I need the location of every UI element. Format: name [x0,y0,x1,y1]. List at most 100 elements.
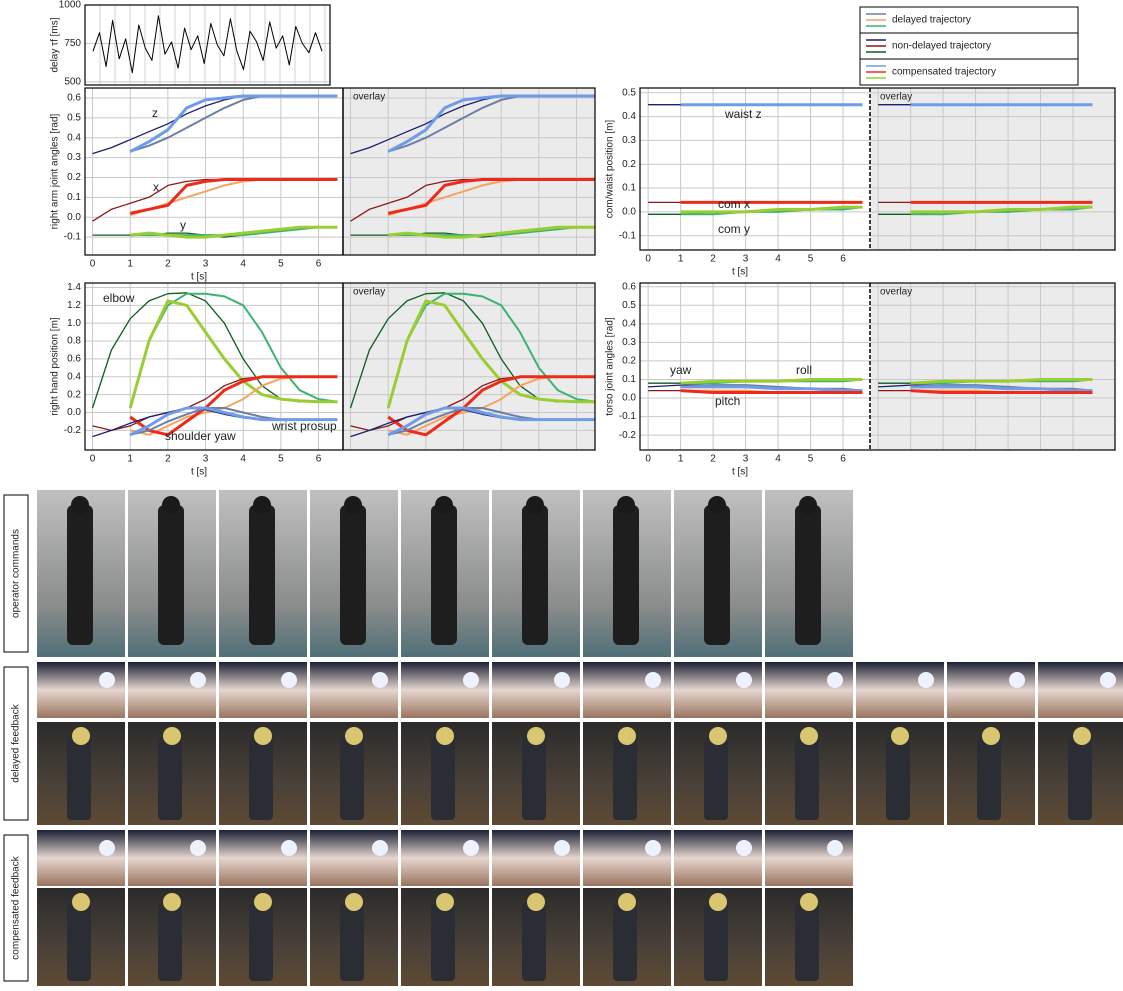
data-line [128,299,338,409]
data-line [387,178,596,215]
y-tick-label: 0.0 [67,212,81,223]
y-tick-label: 1.0 [67,318,81,329]
photo [401,830,489,886]
robot [340,903,364,981]
data-line [130,225,338,239]
y-tick-label: 0.4 [622,318,636,329]
data-line [910,389,1093,394]
photo [856,662,944,718]
person [431,505,457,645]
robot [522,737,546,820]
robot-head [709,727,727,745]
y-tick-label: 0.1 [67,192,81,203]
robot [1068,737,1092,820]
y-tick-label: 750 [64,38,81,49]
x-tick-label: 2 [165,259,171,270]
light [190,672,206,688]
legend-label: non-delayed trajectory [892,41,991,52]
x-tick-label: 1 [678,254,684,265]
y-tick-label: -0.1 [619,411,637,422]
annotation: x [153,180,159,194]
photo [219,830,307,886]
row-label-box [3,494,29,653]
x-tick-label: 2 [710,254,716,265]
x-axis-label: t [s] [191,467,207,478]
overlay-label: overlay [880,92,912,103]
photo [310,830,398,886]
data-line [387,292,596,409]
robot [795,737,819,820]
x-tick-label: 3 [203,259,209,270]
annotation: pitch [715,394,740,408]
photo [947,662,1035,718]
y-tick-label: 0.4 [622,111,636,122]
y-tick-label: 0.3 [622,337,636,348]
light [827,840,843,856]
robot [431,903,455,981]
y-axis-label: com/waist position [m] [605,120,616,219]
x-tick-label: 3 [743,254,749,265]
person [340,505,366,645]
robot-head [345,893,363,911]
head [526,496,544,514]
head [435,496,453,514]
person [522,505,548,645]
annotation: wrist prosup [271,419,337,433]
x-tick-label: 6 [840,254,846,265]
person [67,505,93,645]
overlay-label: overlay [353,287,385,298]
y-tick-label: 1.4 [67,282,81,293]
x-axis-label: t [s] [191,272,207,283]
legend-box [859,58,1079,86]
data-line [387,94,596,153]
robot [249,903,273,981]
x-tick-label: 0 [90,259,96,270]
robot [340,737,364,820]
y-tick-label: 0.3 [622,135,636,146]
data-line [129,94,338,153]
data-line [129,178,338,215]
photo [492,830,580,886]
person [704,505,730,645]
data-line [680,389,863,394]
y-tick-label: 0.8 [67,336,81,347]
light [645,840,661,856]
y-tick-label: 0.0 [622,207,636,218]
robot-head [618,893,636,911]
robot-head [72,893,90,911]
photo [674,662,762,718]
data-line [910,385,1093,393]
robot-head [709,893,727,911]
y-tick-label: 0.2 [67,389,81,400]
x-tick-label: 6 [840,454,846,465]
x-tick-label: 3 [743,454,749,465]
annotation: roll [796,363,812,377]
robot-head [527,727,545,745]
x-axis-label: t [s] [732,467,748,478]
head [162,496,180,514]
legend-box [859,6,1079,34]
robot-head [527,893,545,911]
data-line [680,384,863,392]
head [344,496,362,514]
y-tick-label: 0.4 [67,371,81,382]
data-line [387,406,596,437]
y-tick-label: 0.1 [622,183,636,194]
robot-head [436,893,454,911]
x-tick-label: 5 [808,454,814,465]
plot-frame [84,4,331,86]
plot-frame [639,282,1116,451]
photo [492,662,580,718]
light [736,672,752,688]
light [554,840,570,856]
light [281,672,297,688]
robot-head [254,727,272,745]
robot [67,903,91,981]
photo [128,830,216,886]
x-tick-label: 0 [90,454,96,465]
y-tick-label: -0.2 [64,425,82,436]
x-tick-label: 4 [775,254,781,265]
head [799,496,817,514]
robot-head [618,727,636,745]
x-tick-label: 1 [127,454,133,465]
